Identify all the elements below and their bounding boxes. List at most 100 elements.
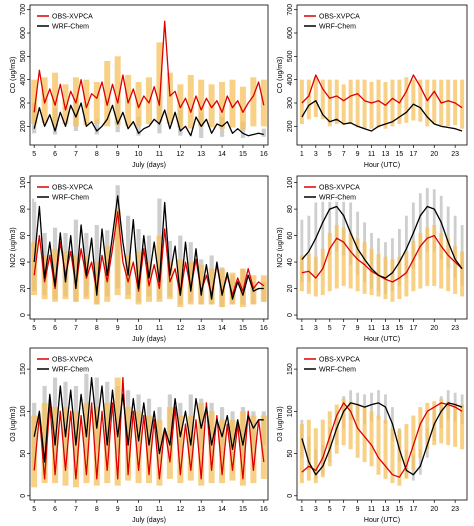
obs-range-bar: [104, 61, 111, 127]
x-tick-label: 1: [300, 506, 304, 513]
obs-range-bar: [229, 419, 236, 481]
x-axis-label: Hour (UTC): [364, 517, 400, 524]
plot-frame: [29, 175, 269, 320]
obs-range-bar: [125, 255, 132, 300]
obs-range-bar: [439, 232, 444, 289]
y-tick-label: 400: [20, 74, 27, 86]
plot-frame: [296, 4, 468, 146]
x-tick-label: 9: [116, 325, 120, 332]
panel-no2-daily: 5 6 7 8 9 10 11 12 13 14 15 16 0 20 40 60 80 100 July (day…: [10, 175, 269, 343]
obs-range-bar: [418, 79, 423, 122]
y-axis-label: CO (ug/m3): [10, 57, 17, 94]
x-tick-label: 14: [218, 506, 226, 513]
obs-range-bar: [369, 411, 374, 467]
obs-range-bar: [198, 79, 205, 127]
x-tick-label: 15: [239, 506, 247, 513]
obs-range-bar: [432, 224, 437, 286]
obs-range-bar: [41, 402, 48, 484]
obs-range-bar: [299, 79, 304, 124]
y-tick-label: 60: [287, 232, 294, 240]
model-range-bar: [94, 119, 99, 135]
y-tick-label: 50: [20, 450, 27, 458]
plot-frame: [29, 347, 269, 501]
obs-range-bar: [390, 79, 395, 127]
x-tick-label: 7: [342, 151, 346, 158]
y-tick-label: 100: [20, 177, 27, 189]
obs-range-bar: [177, 259, 184, 308]
x-tick-label: 6: [53, 151, 57, 158]
y-tick-label: 0: [20, 494, 27, 498]
model-range-bar: [136, 117, 141, 136]
x-tick-label: 3: [314, 151, 318, 158]
obs-series-line: [33, 376, 265, 480]
legend-label: WRF-Chem: [52, 195, 89, 202]
model-range-bar: [321, 193, 325, 269]
obs-range-bar: [355, 79, 360, 128]
y-axis-label: NO2 (ug/m3): [10, 227, 17, 267]
x-tick-label: 7: [342, 506, 346, 513]
obs-range-bar: [260, 415, 267, 479]
x-tick-label: 5: [32, 151, 36, 158]
obs-range-bar: [327, 79, 332, 127]
model-range-bar: [370, 392, 373, 422]
obs-range-bar: [369, 82, 374, 129]
obs-range-bar: [219, 82, 226, 129]
obs-range-bar: [93, 262, 100, 305]
legend-label: WRF-Chem: [319, 367, 356, 374]
obs-range-bar: [453, 246, 458, 294]
obs-range-bar: [208, 84, 215, 128]
model-range-bar: [342, 193, 346, 256]
obs-range-bar: [432, 79, 437, 124]
x-tick-label: 12: [176, 506, 184, 513]
legend-label: OBS-XVPCA: [319, 14, 360, 21]
x-tick-label: 9: [116, 506, 120, 513]
model-range-bar: [404, 215, 408, 278]
obs-range-bar: [348, 232, 353, 289]
legend-label: OBS-XVPCA: [52, 185, 93, 192]
legend-label: WRF-Chem: [52, 24, 89, 31]
model-range-bar: [411, 202, 415, 269]
obs-range-bar: [114, 56, 121, 126]
obs-range-bar: [83, 79, 90, 126]
x-tick-label: 8: [95, 151, 99, 158]
obs-range-bar: [219, 268, 226, 308]
x-tick-label: 10: [135, 506, 143, 513]
obs-range-bar: [114, 209, 121, 296]
panel-co-daily: 5 6 7 8 9 10 11 12 13 14 15 16 200 300 400 500 600 700 Jul…: [10, 4, 269, 169]
x-tick-label: 9: [116, 151, 120, 158]
x-tick-label: 16: [260, 506, 268, 513]
obs-range-bar: [306, 254, 311, 294]
x-tick-label: 7: [342, 325, 346, 332]
obs-range-bar: [362, 407, 367, 462]
x-tick-label: 13: [382, 325, 390, 332]
legend-label: WRF-Chem: [52, 367, 89, 374]
obs-range-bar: [439, 398, 444, 444]
obs-range-bar: [376, 415, 381, 475]
obs-range-bar: [390, 259, 395, 302]
model-range-bar: [439, 195, 443, 260]
panel-o3-daily: 5 6 7 8 9 10 11 12 13 14 15 16 0 50 100 150 July (days) O…: [10, 347, 269, 524]
plot-frame: [29, 4, 269, 146]
x-tick-label: 20: [430, 325, 438, 332]
obs-range-bar: [446, 238, 451, 292]
model-series-line: [301, 100, 463, 132]
y-axis-label: NO2 (ug/m3): [277, 227, 284, 267]
x-tick-label: 11: [156, 151, 163, 158]
model-range-bar: [425, 187, 429, 252]
obs-range-bar: [320, 79, 325, 120]
obs-series-line: [301, 402, 463, 478]
y-tick-label: 500: [287, 50, 294, 62]
x-tick-label: 15: [396, 151, 404, 158]
obs-range-bar: [299, 424, 304, 484]
x-tick-label: 5: [32, 506, 36, 513]
obs-range-bar: [404, 77, 409, 123]
x-tick-label: 10: [135, 325, 143, 332]
model-series-line: [301, 205, 463, 279]
y-tick-label: 60: [20, 232, 27, 240]
obs-range-bar: [348, 401, 353, 450]
legend-box: [34, 180, 96, 202]
x-tick-label: 1: [300, 325, 304, 332]
x-tick-label: 17: [409, 151, 417, 158]
